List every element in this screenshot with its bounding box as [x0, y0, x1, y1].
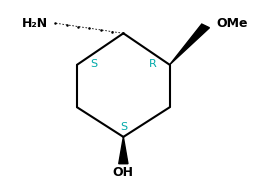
- Text: H₂N: H₂N: [22, 17, 48, 30]
- Text: OH: OH: [113, 166, 134, 179]
- Polygon shape: [119, 137, 128, 164]
- Text: OMe: OMe: [216, 17, 247, 30]
- Polygon shape: [170, 24, 209, 65]
- Text: S: S: [120, 122, 127, 132]
- Text: R: R: [149, 59, 157, 69]
- Text: S: S: [90, 59, 97, 69]
